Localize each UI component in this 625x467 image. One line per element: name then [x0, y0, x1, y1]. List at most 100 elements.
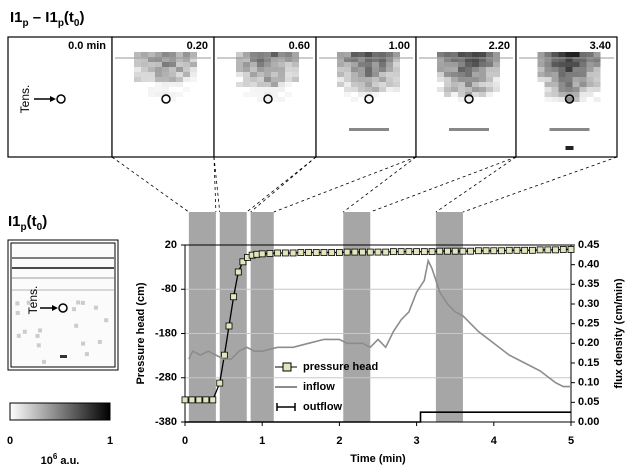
pixel: [472, 87, 479, 92]
series-line: [185, 411, 571, 423]
connector: [213, 156, 221, 213]
pixel: [344, 87, 351, 92]
x-tick-label: 1: [259, 435, 265, 447]
legend-label: outflow: [303, 401, 343, 413]
pixel: [544, 82, 552, 87]
pixel: [565, 82, 573, 87]
point: [209, 396, 217, 404]
pixel: [465, 97, 472, 102]
pixel: [544, 67, 552, 72]
pixel: [278, 97, 285, 102]
connector: [343, 156, 417, 213]
pixel: [72, 307, 77, 312]
pixel: [586, 82, 594, 87]
pixel: [141, 67, 148, 72]
connector: [370, 156, 517, 213]
pixel: [176, 57, 183, 62]
pixel: [565, 67, 573, 72]
pixel: [134, 67, 141, 72]
pixel: [386, 72, 393, 77]
pixel: [358, 57, 365, 62]
pixel: [36, 343, 41, 348]
pixel: [271, 82, 278, 87]
pixel: [148, 67, 155, 72]
pixel: [271, 57, 278, 62]
pixel: [365, 72, 372, 77]
pixel: [444, 52, 451, 57]
pixel: [579, 77, 587, 82]
pixel: [337, 77, 344, 82]
pixel: [565, 87, 573, 92]
y-tick-label: -180: [155, 327, 177, 339]
pixel: [190, 57, 197, 62]
pixel: [458, 77, 465, 82]
x-tick-label: 0: [182, 435, 188, 447]
pixel: [393, 77, 400, 82]
pixel: [451, 92, 458, 97]
text-part: I1: [10, 9, 23, 26]
pixel: [351, 97, 358, 102]
pixel: [250, 57, 257, 62]
snapshot-time: 2.20: [489, 40, 510, 52]
pixel: [449, 128, 489, 131]
pixel: [386, 82, 393, 87]
pixel: [372, 72, 379, 77]
pixel: [257, 62, 264, 67]
point: [444, 247, 451, 255]
pixel: [236, 52, 243, 57]
pixel: [278, 52, 285, 57]
pixel: [444, 82, 451, 87]
pixel: [169, 52, 176, 57]
pixel: [372, 52, 379, 57]
pixel: [250, 82, 257, 87]
pixel: [572, 67, 580, 72]
text-part: p: [21, 222, 27, 233]
pixel: [60, 355, 67, 358]
pixel: [285, 62, 292, 67]
point: [225, 322, 233, 330]
y2-tick-label: 0.15: [578, 357, 599, 369]
pixel: [437, 62, 444, 67]
pixel: [379, 52, 386, 57]
point: [328, 249, 336, 256]
point: [351, 248, 359, 256]
pixel: [141, 62, 148, 67]
pixel: [285, 52, 292, 57]
pixel: [183, 57, 190, 62]
pixel: [386, 77, 393, 82]
x-tick-label: 4: [491, 435, 498, 447]
snapshot-marker-label: Tens.: [18, 85, 32, 114]
pixel: [465, 57, 472, 62]
snapshot-panels: Tens. 0.0 min 0.20 0.60 1.00 2.20 3.40: [7, 36, 618, 158]
pixel: [544, 62, 552, 67]
pixel: [243, 72, 250, 77]
pixel: [236, 57, 243, 62]
snapshot-time: 1.00: [389, 40, 410, 52]
text-part: – I1: [29, 9, 58, 26]
pixel: [479, 77, 486, 82]
pixel: [169, 97, 176, 102]
y-tick-label: 20: [165, 239, 177, 251]
pixel: [444, 72, 451, 77]
point: [305, 249, 312, 256]
point: [281, 249, 289, 257]
pixel: [386, 87, 393, 92]
pixel: [155, 77, 162, 82]
pixel: [486, 87, 493, 92]
pixel: [271, 87, 278, 92]
series-line: [188, 258, 571, 388]
x-tick-label: 5: [568, 435, 574, 447]
pixel: [586, 57, 594, 62]
pixel: [549, 128, 590, 131]
pixel: [572, 57, 580, 62]
pixel: [155, 57, 162, 62]
pixel: [93, 305, 98, 310]
pixel: [479, 82, 486, 87]
pixel: [551, 82, 559, 87]
pixel: [437, 52, 444, 57]
pixel: [264, 67, 271, 72]
pixel: [176, 82, 183, 87]
pixel: [183, 87, 190, 92]
pixel: [162, 67, 169, 72]
pixel: [444, 57, 451, 62]
